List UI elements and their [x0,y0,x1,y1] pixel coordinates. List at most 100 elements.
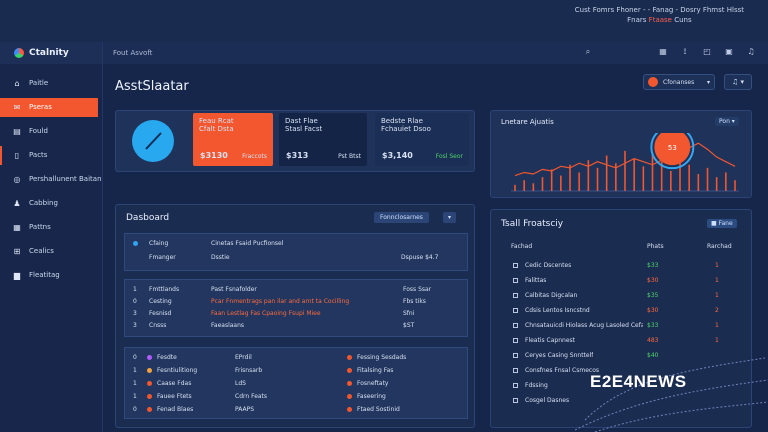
stat-value: $3,140 [382,151,413,160]
dashboard-menu-button[interactable]: ▾ [443,212,457,223]
chevron-down-icon: ▾ [448,214,452,221]
dashboard-title: Dasboard [126,213,170,223]
sidebar: Ctalnity ⌂ Paitle ✉ Pseras ▤ Fould ▯ Pacts ◎… [0,42,103,432]
sidebar-item-0[interactable]: ⌂ Paitle [0,74,102,93]
row-checkbox[interactable] [513,308,518,313]
status-dot [147,407,152,412]
calendar-icon[interactable]: ▦ [659,47,667,56]
stat-card-1[interactable]: Dast Flae Stasl Facst $313 Pst Btst [279,113,367,166]
compass-icon [132,120,174,162]
share-icon[interactable]: ⟟ [683,47,687,56]
sidebar-item-1[interactable]: ✉ Pseras [0,98,98,117]
chart-bar-1 [523,180,525,191]
row-checkbox[interactable] [513,278,518,283]
sidebar-item-4[interactable]: ◎ Pershallunent Baitan [13,175,102,184]
watermark-logo: E2E4NEWS [590,372,687,391]
top-notice-line2: Fnars Ftaase Cuns [627,16,692,24]
notifications-button[interactable]: ♫ ▾ [724,74,752,90]
column-header: Rarchad [707,243,732,250]
row-checkbox[interactable] [513,368,518,373]
chart-bar-3 [541,177,544,191]
chart-bar-24 [734,180,736,191]
inventory-badge[interactable]: ■ Fane [707,219,737,228]
dashboard-summary: Cfaing Cinetas Fsaid Pucfionsel Fmanger … [124,233,468,271]
header-bar: Fout Asvoft ⌕ ▦ ⟟ ◰ ▣ ♫ [103,42,768,64]
sidebar-item-5[interactable]: ♟ Cabbing [13,199,58,208]
chart-bar-14 [642,166,645,191]
chart-bar-4 [550,169,553,191]
sidebar-item-2[interactable]: ▤ Fould [13,127,48,136]
chart-bar-6 [569,164,571,191]
analytics-chart: 53 [511,133,739,192]
chart-bar-8 [587,160,590,191]
row-checkbox[interactable] [513,398,518,403]
status-dot [347,355,352,360]
chart-bar-2 [532,183,535,191]
search-input[interactable]: Fout Asvoft [113,49,153,57]
bell-icon[interactable]: ♫ [747,47,755,56]
dashboard-table-2: 1 Fmttlands Past Fsnafolder Foss Ssar 0 Cest… [124,279,468,337]
stat-card-2[interactable]: Bedste Rlae Fchauiet Dsoo $3,140 Fosl Se… [375,113,469,166]
chart-bar-18 [679,157,681,191]
row-checkbox[interactable] [513,353,518,358]
row-checkbox[interactable] [513,383,518,388]
chart-marker [654,133,691,166]
row-checkbox[interactable] [513,338,518,343]
watermark-wave [575,357,768,432]
analytics-title: Lnetare Ajuatis [501,118,554,126]
home-icon: ⌂ [14,79,20,88]
users-icon: ♟ [13,199,21,208]
brand-name: Ctalnity [29,48,69,58]
envelope-icon: ✉ [13,103,21,112]
search-icon[interactable]: ⌕ [585,47,591,56]
brand[interactable]: Ctalnity [0,42,102,64]
chart-icon: ▤ [13,127,21,136]
chart-bar-20 [697,174,700,191]
brand-logo-icon [14,48,24,58]
status-dot [133,241,138,246]
stats-panel: Feau Rcat Cfalt Dsta $3130 Fraccots Dast… [115,110,475,172]
chart-bar-9 [596,167,599,191]
window-icon[interactable]: ◰ [703,47,711,56]
analytics-panel: Lnetare Ajuatis Pon ▾ 53 [490,110,752,198]
row-checkbox[interactable] [513,293,518,298]
stat-card-0[interactable]: Feau Rcat Cfalt Dsta $3130 Fraccots [193,113,273,166]
column-header: Phats [647,243,664,250]
chart-marker-ring [650,133,695,170]
bell-icon: ♫ ▾ [731,78,744,86]
chart-bar-19 [688,164,690,191]
sidebar-item-8[interactable]: ▆ Fleatitag [13,271,60,280]
chart-bar-16 [660,161,663,191]
stat-value: $3130 [200,151,228,160]
chart-bar-10 [605,155,608,191]
globe-icon: ◎ [13,175,21,184]
status-dot [147,368,152,373]
top-strip [0,0,768,42]
chevron-down-icon: ▾ [706,78,710,86]
calendar-icon: ▦ [13,223,21,232]
stat-value: $313 [286,151,309,160]
analytics-filter[interactable]: Pon ▾ [715,117,739,126]
chart-bar-17 [670,170,672,191]
top-notice-line1: Cust Fomrs Fhoner - - Fanag - Dosry Fhms… [574,6,744,14]
dashboard-button[interactable]: Fonnclosarnes [374,212,429,223]
row-checkbox[interactable] [513,263,518,268]
inventory-panel: Tsall Froatsciy ■ Fane Fachad Phats Rarc… [490,209,752,428]
chart-bar-21 [706,167,709,191]
row-checkbox[interactable] [513,323,518,328]
folder-icon: ▆ [13,271,21,280]
dashboard-table-3: 0 Fesdte EPrdil Fessing Sesdads 1 Fesntiulit… [124,347,468,419]
column-header: Fachad [511,243,533,250]
chart-bar-7 [578,172,580,191]
user-menu[interactable]: Cfonanses ▾ [643,74,715,90]
avatar [648,77,658,87]
sidebar-item-6[interactable]: ▦ Pattns [13,223,51,232]
grid-icon: ⊞ [13,247,21,256]
dashboard-panel: Dasboard Fonnclosarnes ▾ Cfaing Cinetas … [115,204,475,428]
status-dot [347,394,352,399]
chart-bar-13 [633,158,635,191]
sidebar-nav: ⌂ Paitle ✉ Pseras ▤ Fould ▯ Pacts ◎ Pershallu… [0,74,102,285]
sidebar-item-3[interactable]: ▯ Pacts [0,146,102,165]
save-icon[interactable]: ▣ [725,47,733,56]
sidebar-item-7[interactable]: ⊞ Cealics [13,247,54,256]
